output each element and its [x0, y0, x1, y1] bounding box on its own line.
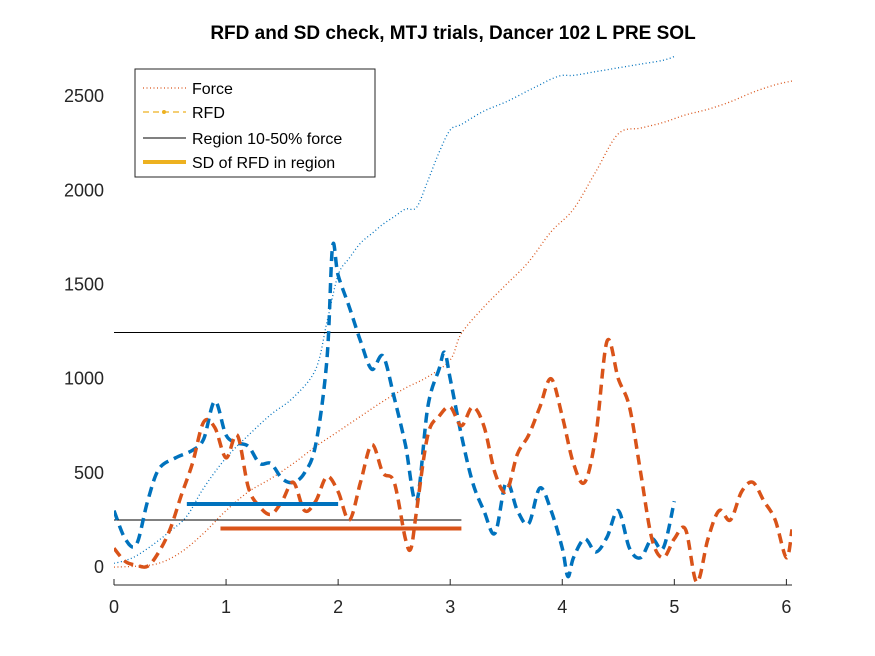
x-tick-label: 1 — [221, 597, 231, 617]
rfd-line-3 — [114, 337, 792, 584]
y-tick-label: 0 — [94, 557, 104, 577]
legend-entry-rfd: RFD — [143, 105, 225, 122]
legend-swatch-rfd-marker — [162, 110, 166, 114]
x-tick-label: 4 — [557, 597, 567, 617]
y-tick-label: 2500 — [64, 86, 104, 106]
x-axis-ticks: 0 1 2 3 4 5 6 — [109, 579, 791, 617]
legend-label-sd: SD of RFD in region — [192, 155, 335, 172]
y-tick-label: 1500 — [64, 275, 104, 295]
chart-title: RFD and SD check, MTJ trials, Dancer 102… — [210, 23, 696, 44]
legend-label-rfd: RFD — [192, 105, 225, 122]
axes: 0 1 2 3 4 5 6 0 500 1000 1500 2000 2500 — [64, 86, 792, 617]
legend-entry-region: Region 10-50% force — [143, 131, 342, 148]
plot-area — [114, 55, 792, 584]
y-tick-label: 2000 — [64, 180, 104, 200]
x-tick-label: 0 — [109, 597, 119, 617]
force-line-1 — [114, 80, 792, 568]
x-tick-label: 3 — [445, 597, 455, 617]
rfd-line-2 — [114, 241, 677, 579]
y-tick-label: 1000 — [64, 369, 104, 389]
rfd-lines — [114, 241, 792, 584]
legend-label-force: Force — [192, 81, 233, 98]
x-tick-label: 6 — [781, 597, 791, 617]
legend-box — [134, 68, 376, 178]
x-tick-label: 5 — [669, 597, 679, 617]
force-lines — [114, 55, 792, 568]
legend: Force RFD Region 10-50% force SD of RFD … — [134, 68, 376, 178]
x-tick-label: 2 — [333, 597, 343, 617]
sd-lines — [186, 501, 462, 531]
legend-entry-sd: SD of RFD in region — [143, 155, 335, 172]
legend-label-region: Region 10-50% force — [192, 131, 342, 148]
y-tick-label: 500 — [74, 463, 104, 483]
legend-entry-force: Force — [143, 81, 233, 98]
y-axis-ticks: 0 500 1000 1500 2000 2500 — [64, 86, 104, 577]
